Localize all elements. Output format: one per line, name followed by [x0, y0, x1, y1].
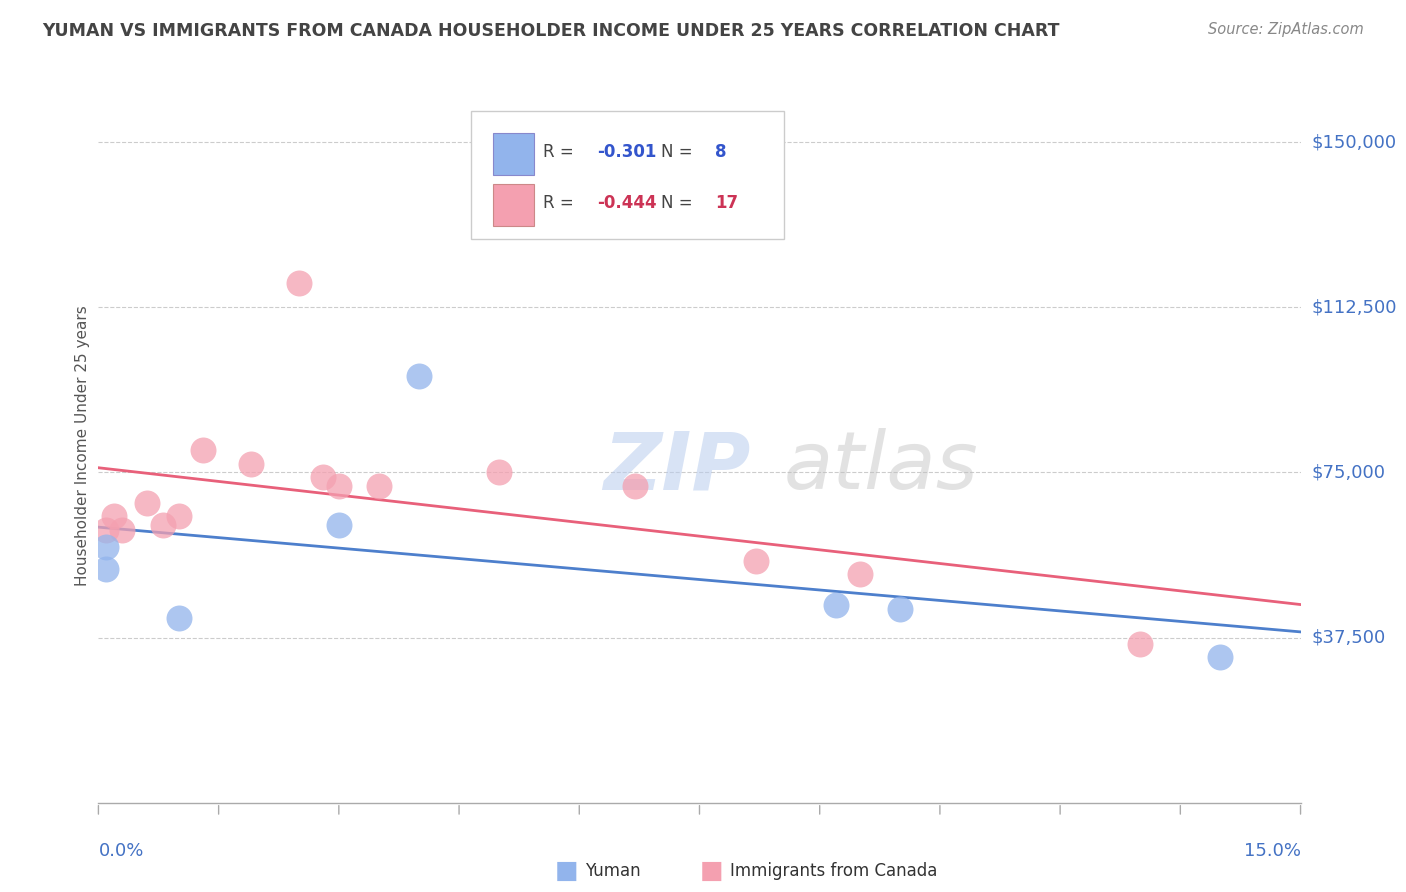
- Text: N =: N =: [661, 143, 697, 161]
- Point: [1209, 650, 1232, 665]
- Text: ■: ■: [699, 859, 723, 882]
- FancyBboxPatch shape: [492, 184, 534, 227]
- Point: [824, 598, 846, 612]
- Text: $150,000: $150,000: [1312, 133, 1396, 151]
- Text: ■: ■: [555, 859, 579, 882]
- Text: -0.301: -0.301: [598, 143, 657, 161]
- Text: $37,500: $37,500: [1312, 629, 1386, 647]
- Point: [152, 518, 174, 533]
- Text: -0.444: -0.444: [598, 194, 657, 212]
- Point: [135, 496, 157, 510]
- Point: [103, 509, 125, 524]
- Text: atlas: atlas: [783, 428, 979, 507]
- Point: [239, 457, 262, 471]
- Point: [889, 602, 911, 616]
- Text: N =: N =: [661, 194, 697, 212]
- Point: [849, 566, 872, 581]
- Point: [191, 443, 214, 458]
- Point: [167, 611, 190, 625]
- Point: [488, 466, 510, 480]
- Point: [96, 541, 118, 555]
- Point: [111, 523, 134, 537]
- Point: [624, 478, 647, 492]
- FancyBboxPatch shape: [471, 111, 783, 239]
- Point: [744, 553, 766, 567]
- Point: [408, 368, 430, 383]
- Text: Immigrants from Canada: Immigrants from Canada: [730, 862, 936, 880]
- Point: [368, 478, 391, 492]
- Text: $112,500: $112,500: [1312, 298, 1398, 317]
- Point: [1129, 637, 1152, 651]
- Text: 17: 17: [716, 194, 738, 212]
- Point: [96, 523, 118, 537]
- Text: $75,000: $75,000: [1312, 464, 1386, 482]
- Text: Source: ZipAtlas.com: Source: ZipAtlas.com: [1208, 22, 1364, 37]
- Text: YUMAN VS IMMIGRANTS FROM CANADA HOUSEHOLDER INCOME UNDER 25 YEARS CORRELATION CH: YUMAN VS IMMIGRANTS FROM CANADA HOUSEHOL…: [42, 22, 1060, 40]
- Point: [312, 470, 335, 484]
- FancyBboxPatch shape: [492, 133, 534, 175]
- Text: 8: 8: [716, 143, 727, 161]
- Point: [96, 562, 118, 576]
- Text: R =: R =: [543, 194, 579, 212]
- Text: 15.0%: 15.0%: [1243, 842, 1301, 860]
- Point: [328, 518, 350, 533]
- Text: ZIP: ZIP: [603, 428, 751, 507]
- Text: Yuman: Yuman: [585, 862, 641, 880]
- Point: [167, 509, 190, 524]
- Y-axis label: Householder Income Under 25 years: Householder Income Under 25 years: [75, 306, 90, 586]
- Point: [288, 276, 311, 290]
- Text: R =: R =: [543, 143, 579, 161]
- Text: 0.0%: 0.0%: [98, 842, 143, 860]
- Point: [328, 478, 350, 492]
